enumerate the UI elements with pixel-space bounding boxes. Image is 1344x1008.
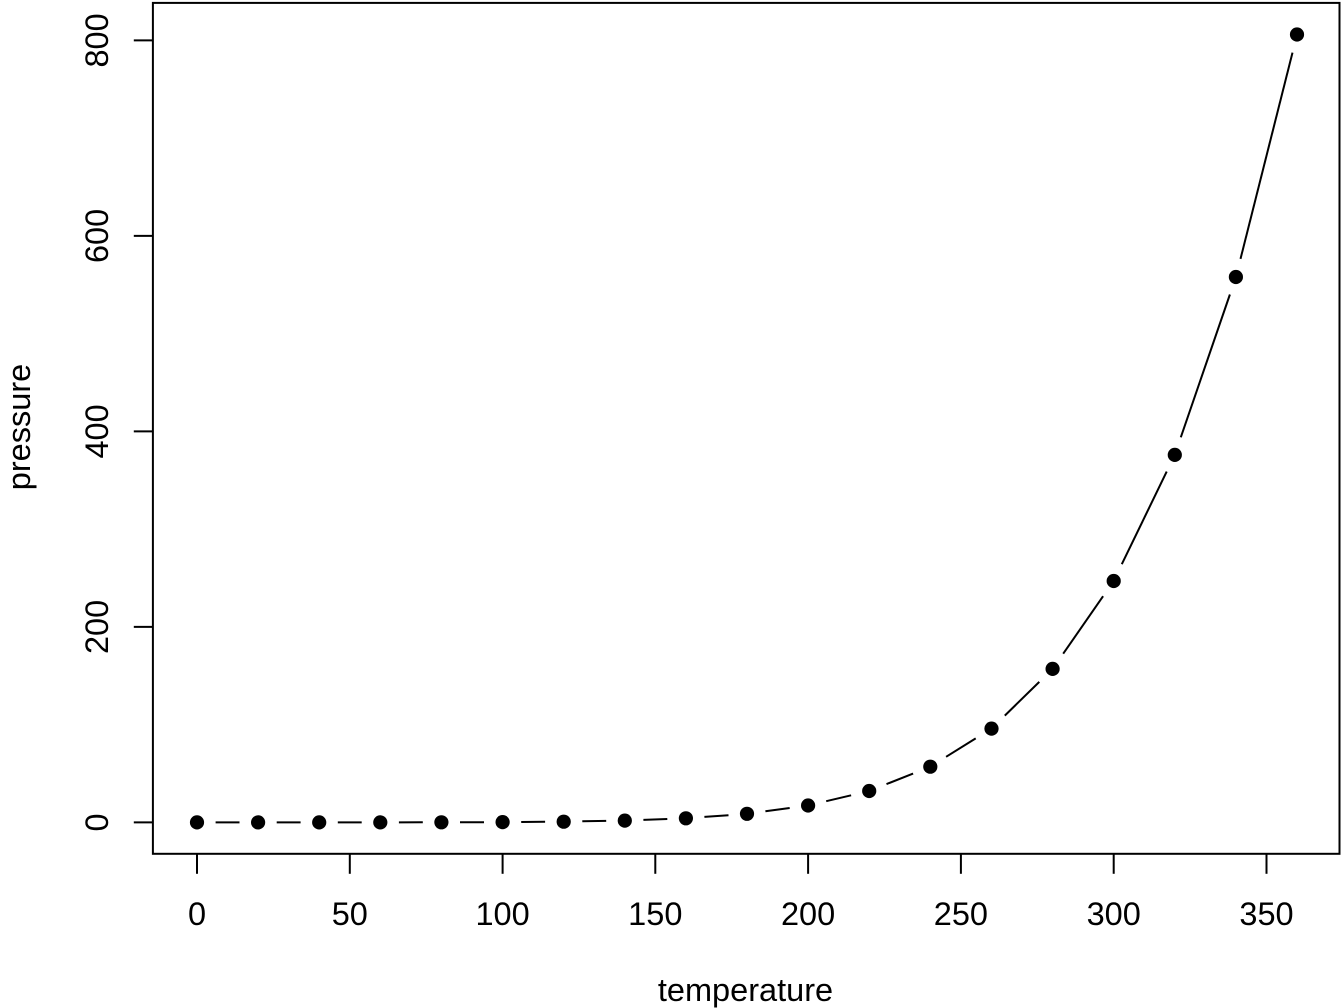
svg-text:350: 350	[1239, 896, 1293, 932]
svg-text:200: 200	[79, 600, 115, 654]
svg-text:200: 200	[781, 896, 835, 932]
svg-text:150: 150	[628, 896, 682, 932]
svg-text:250: 250	[934, 896, 988, 932]
svg-text:temperature: temperature	[658, 972, 833, 1008]
svg-text:800: 800	[79, 13, 115, 67]
svg-text:0: 0	[79, 813, 115, 831]
svg-text:300: 300	[1087, 896, 1141, 932]
svg-text:400: 400	[79, 404, 115, 458]
svg-text:0: 0	[188, 896, 206, 932]
svg-text:600: 600	[79, 209, 115, 263]
svg-text:100: 100	[475, 896, 529, 932]
svg-text:pressure: pressure	[1, 364, 37, 490]
svg-text:50: 50	[332, 896, 368, 932]
